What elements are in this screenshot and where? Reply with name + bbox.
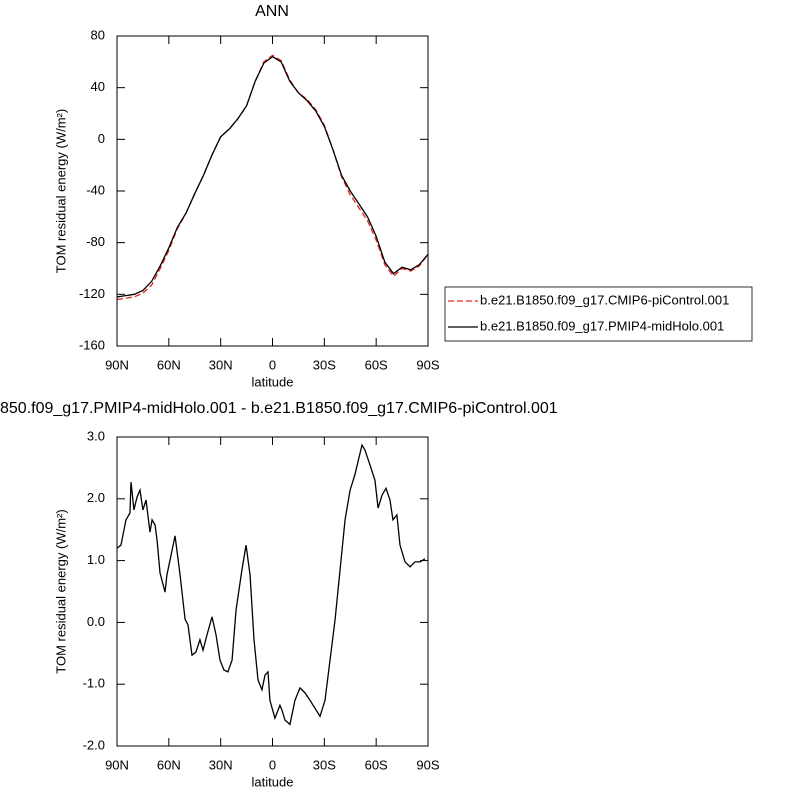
y-tick-label: 80 (91, 27, 105, 42)
y-tick-label: -2.0 (83, 737, 105, 752)
x-tick-label: 60S (365, 757, 388, 772)
x-tick-label: 90N (105, 357, 129, 372)
y-tick-label: -40 (86, 182, 105, 197)
y-tick-label: 3.0 (87, 428, 105, 443)
data-line (116, 443, 426, 726)
x-tick-label: 60N (157, 357, 181, 372)
plot-frame (116, 35, 429, 347)
y-tick-label: 0.0 (87, 614, 105, 629)
legend-label: b.e21.B1850.f09_g17.PMIP4-midHolo.001 (480, 318, 724, 333)
chart-title: ANN (255, 3, 289, 20)
x-tick-label: 60N (157, 757, 181, 772)
y-tick-label: 1.0 (87, 552, 105, 567)
legend-box (444, 286, 753, 342)
chart-title: 850.f09_g17.PMIP4-midHolo.001 - b.e21.B1… (0, 400, 558, 417)
data-line (116, 54, 429, 301)
x-tick-label: 0 (269, 357, 276, 372)
x-tick-label: 30S (313, 757, 336, 772)
y-tick-label: -120 (79, 286, 105, 301)
x-axis-label: latitude (252, 374, 294, 389)
x-tick-label: 0 (269, 757, 276, 772)
x-tick-label: 60S (365, 357, 388, 372)
x-tick-label: 90S (416, 757, 439, 772)
x-tick-label: 30N (209, 757, 233, 772)
plot-frame (116, 436, 429, 747)
x-tick-label: 90N (105, 757, 129, 772)
y-tick-label: 2.0 (87, 490, 105, 505)
y-axis-label: TOM residual energy (W/m²) (53, 509, 68, 673)
y-axis-label: TOM residual energy (W/m²) (53, 109, 68, 273)
legend-label: b.e21.B1850.f09_g17.CMIP6-piControl.001 (480, 292, 729, 307)
x-tick-label: 90S (416, 357, 439, 372)
y-tick-label: -80 (86, 234, 105, 249)
y-tick-label: 40 (91, 79, 105, 94)
x-tick-label: 30S (313, 357, 336, 372)
y-tick-label: -160 (79, 337, 105, 352)
y-tick-label: 0 (98, 131, 105, 146)
x-tick-label: 30N (209, 357, 233, 372)
data-line (116, 55, 429, 298)
x-axis-label: latitude (252, 774, 294, 789)
y-tick-label: -1.0 (83, 676, 105, 691)
